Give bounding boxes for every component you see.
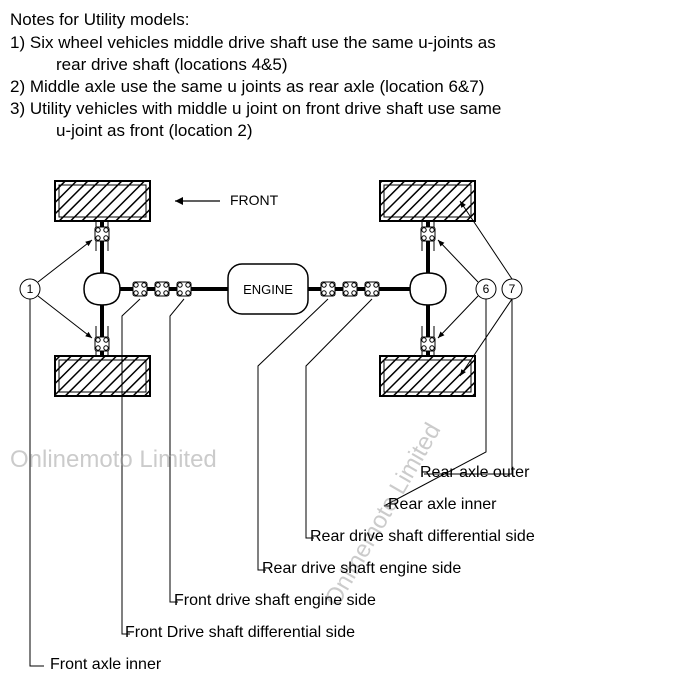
svg-text:6: 6	[483, 282, 490, 296]
callout-label-1: Front axle inner	[50, 656, 161, 674]
note-3: 3) Utility vehicles with middle u joint …	[10, 98, 690, 142]
callout-label-3: Front drive shaft engine side	[174, 592, 376, 610]
svg-text:1: 1	[27, 282, 34, 296]
note-3-l1: Utility vehicles with middle u joint on …	[30, 99, 501, 118]
note-1-l2: rear drive shaft (locations 4&5)	[10, 54, 690, 76]
note-3-num: 3)	[10, 99, 25, 118]
svg-text:7: 7	[509, 282, 516, 296]
svg-text:ENGINE: ENGINE	[243, 282, 293, 297]
note-2-num: 2)	[10, 77, 25, 96]
note-1-l1: Six wheel vehicles middle drive shaft us…	[30, 33, 496, 52]
note-2: 2) Middle axle use the same u joints as …	[10, 76, 690, 98]
callout-label-5: Rear drive shaft differential side	[310, 528, 535, 546]
note-1-num: 1)	[10, 33, 25, 52]
note-2-l1: Middle axle use the same u joints as rea…	[30, 77, 485, 96]
callout-label-2: Front Drive shaft differential side	[125, 624, 355, 642]
drivetrain-diagram: ENGINE167 FRONT Onlinemoto Limited Onlin…	[10, 156, 690, 696]
callout-label-7: Rear axle outer	[420, 464, 529, 482]
callout-label-4: Rear drive shaft engine side	[262, 560, 461, 578]
notes-title: Notes for Utility models:	[10, 10, 690, 30]
diagram-svg: ENGINE 1 6 7	[10, 156, 690, 696]
note-3-l2: u-joint as front (location 2)	[10, 120, 690, 142]
callout-label-6: Rear axle inner	[388, 496, 497, 514]
note-1: 1) Six wheel vehicles middle drive shaft…	[10, 32, 690, 76]
front-label: FRONT	[230, 192, 278, 208]
notes-list: 1) Six wheel vehicles middle drive shaft…	[10, 32, 690, 142]
